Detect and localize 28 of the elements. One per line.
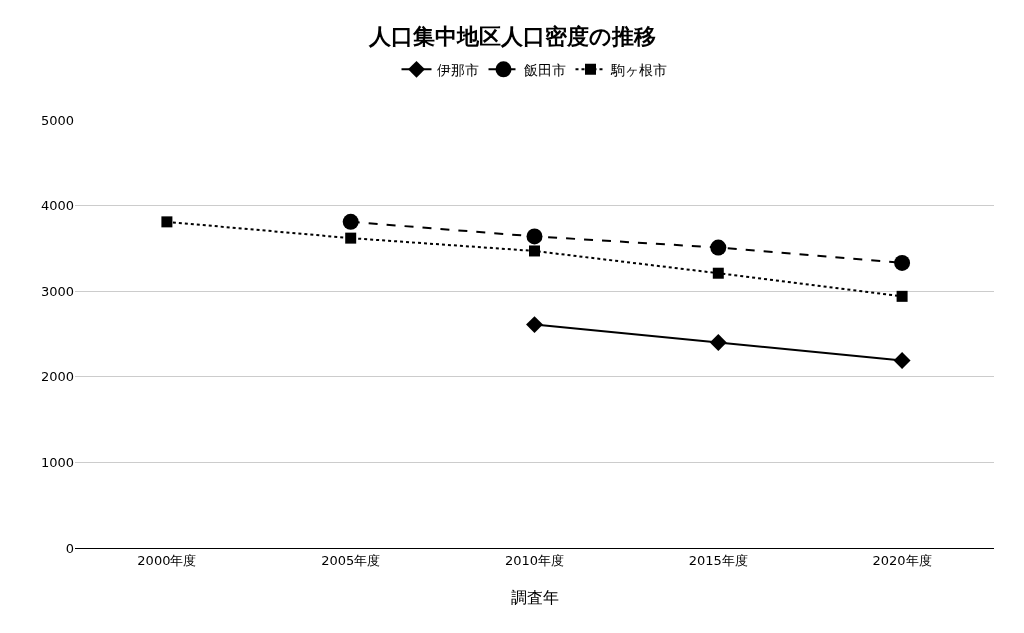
chart-title: 人口集中地区人口密度の推移 xyxy=(367,23,656,49)
y-tick-label: 3000 xyxy=(40,283,74,299)
point xyxy=(526,228,543,245)
x-tick-label: 2005年度 xyxy=(321,552,381,568)
x-tick-label: 2000年度 xyxy=(137,552,197,568)
point xyxy=(893,352,911,369)
point xyxy=(712,267,724,279)
y-tick-label: 5000 xyxy=(40,112,74,128)
point xyxy=(710,239,727,256)
point xyxy=(894,254,911,271)
x-tick-label: 2015年度 xyxy=(688,552,748,568)
point xyxy=(529,245,540,257)
point xyxy=(161,216,173,228)
x-tick-label: 2020年度 xyxy=(872,552,932,568)
legend-label: 飯田市 xyxy=(523,61,566,78)
y-tick-label: 0 xyxy=(65,540,74,556)
y-tick-label: 2000 xyxy=(40,369,74,385)
y-tick-label: 1000 xyxy=(40,454,74,470)
y-tick-label: 4000 xyxy=(40,198,74,214)
point xyxy=(896,290,908,302)
point xyxy=(709,334,727,352)
x-tick-label: 2010年度 xyxy=(504,552,565,568)
point xyxy=(526,316,543,334)
point xyxy=(342,213,359,230)
point xyxy=(345,232,357,244)
x-axis-title: 調査年 xyxy=(510,588,559,608)
legend-label: 駒ヶ根市 xyxy=(609,61,667,78)
legend-label: 伊那市 xyxy=(436,61,479,78)
